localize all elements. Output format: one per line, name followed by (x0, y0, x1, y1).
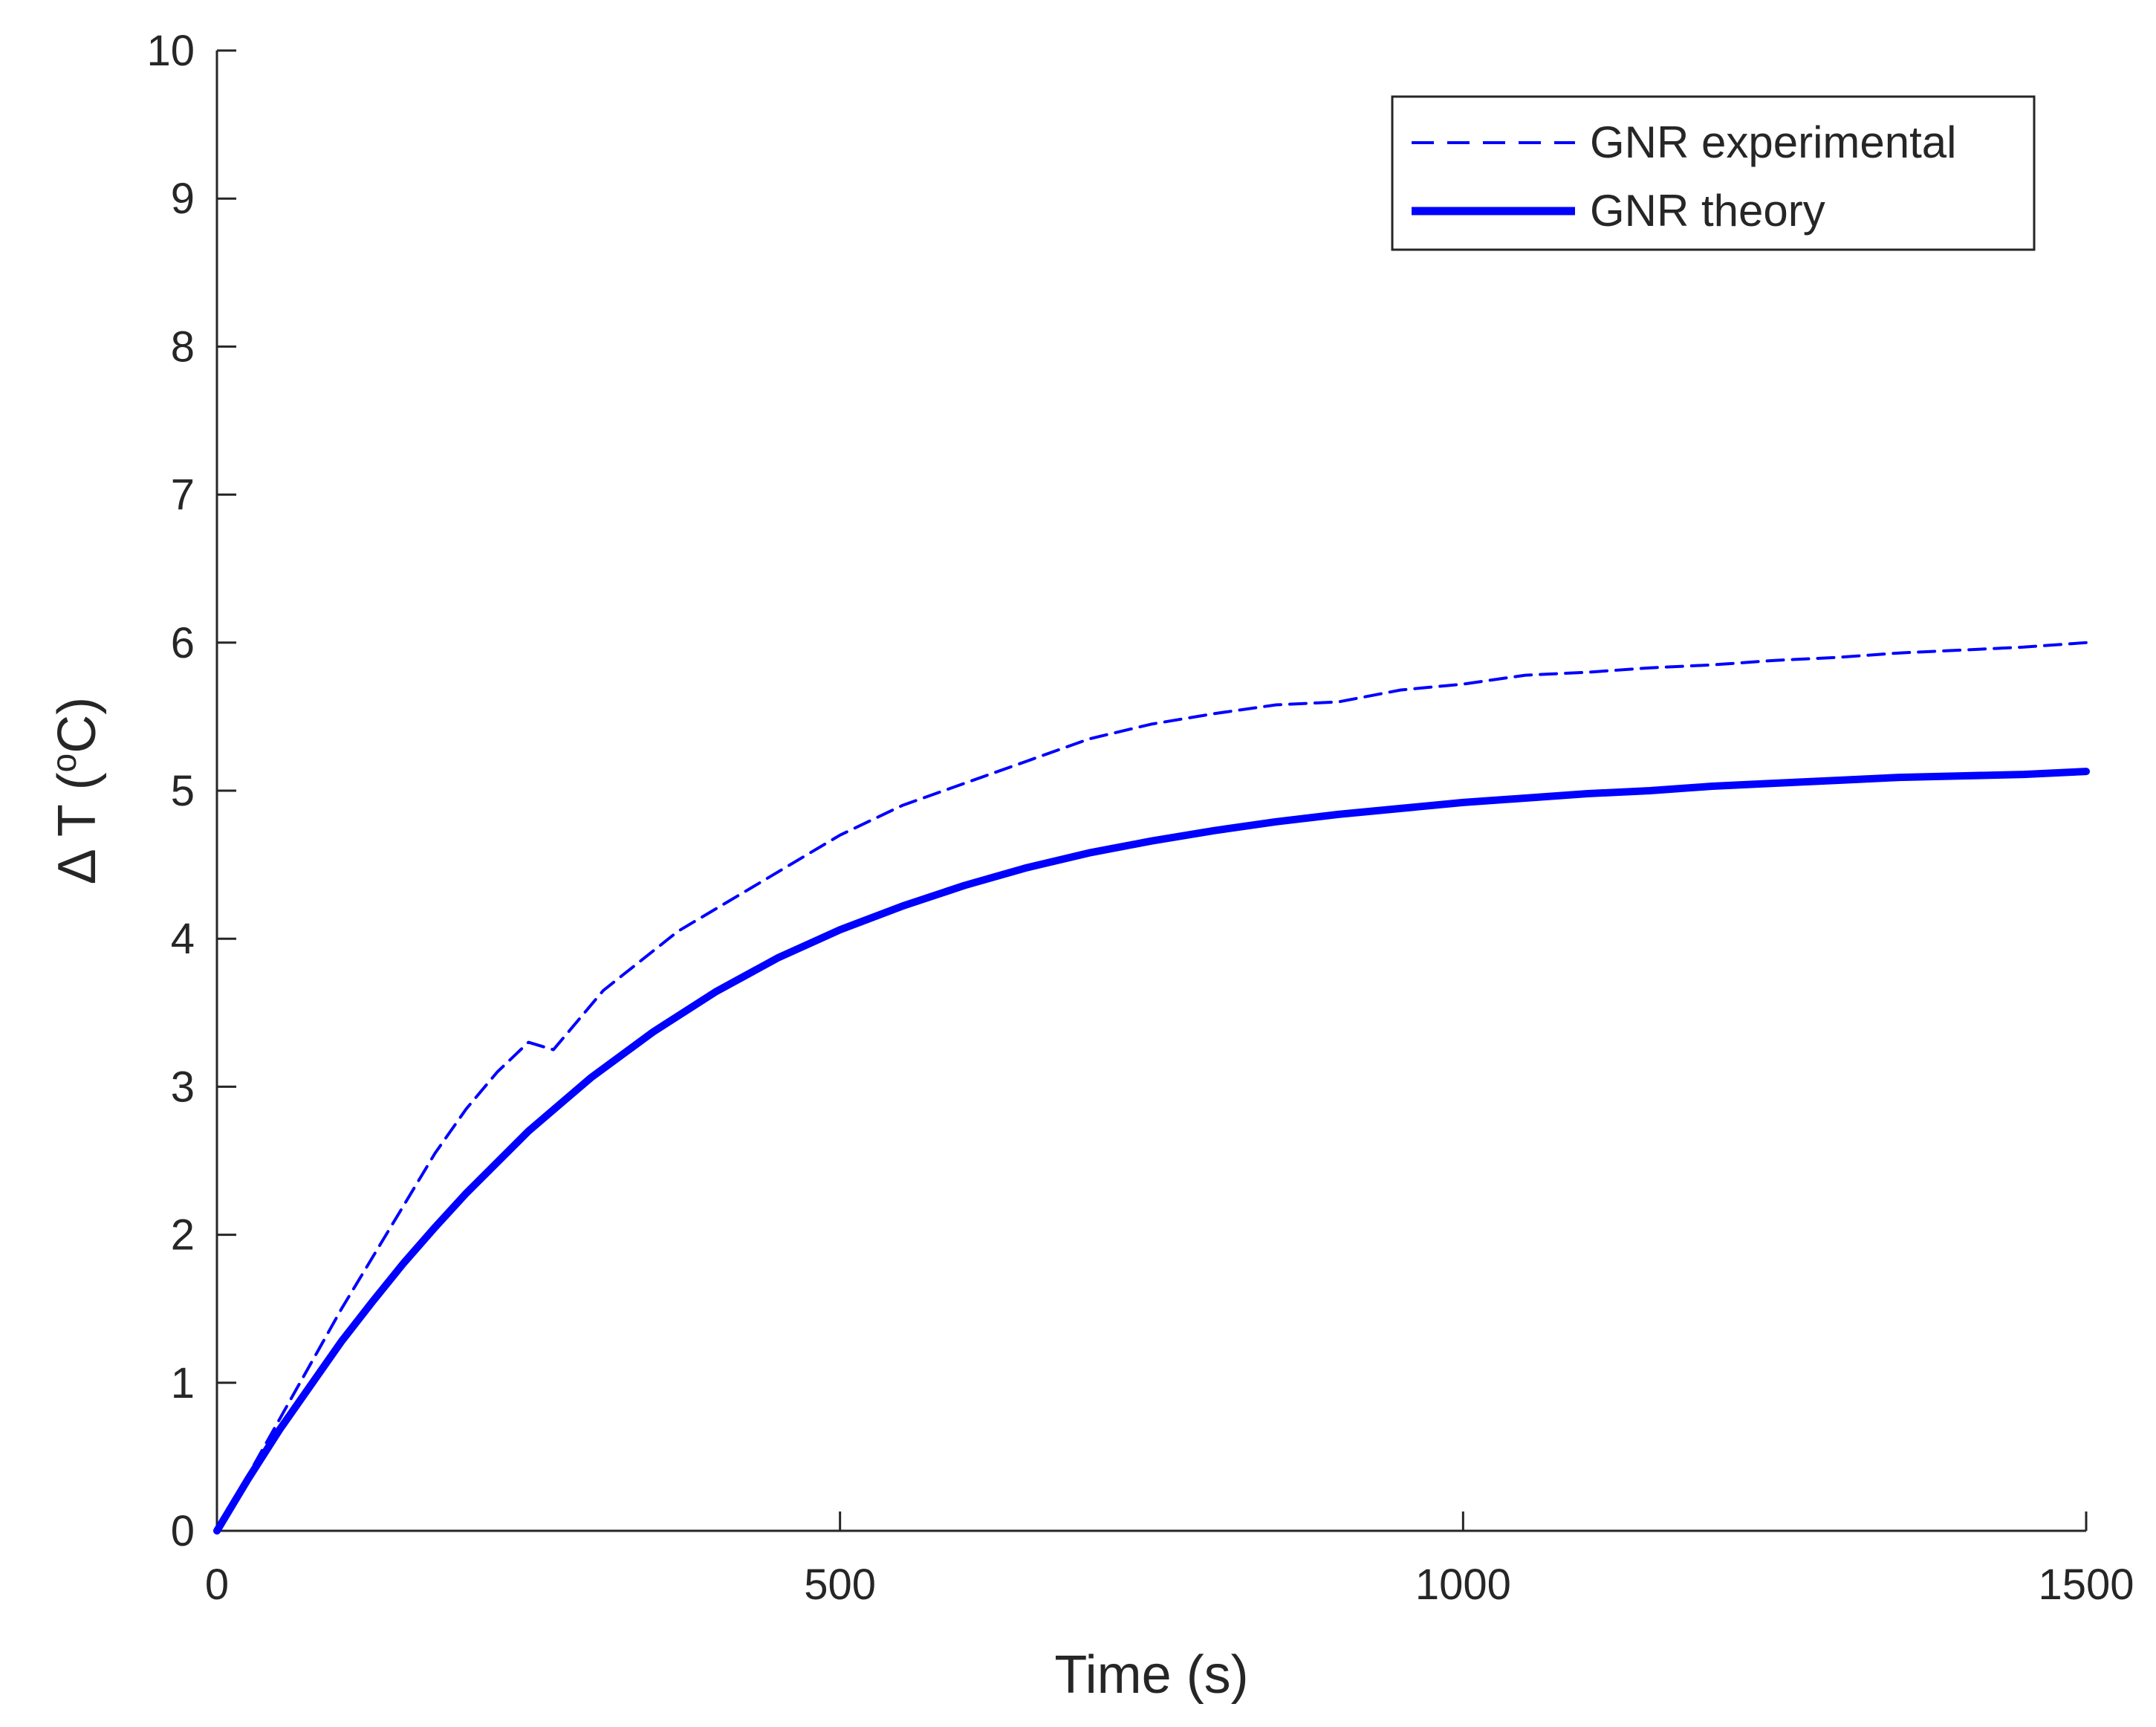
legend-label-theory: GNR theory (1590, 186, 1825, 236)
y-tick-label: 10 (146, 27, 195, 75)
x-tick-label: 500 (804, 1561, 876, 1609)
y-tick-label: 2 (171, 1211, 195, 1260)
x-tick-label: 1000 (1415, 1561, 1511, 1609)
y-axis-label-sup: o (45, 754, 83, 773)
y-tick-label: 5 (171, 767, 195, 815)
y-tick-label: 4 (171, 915, 195, 963)
y-tick-label: 6 (171, 619, 195, 667)
y-tick-label: 9 (171, 175, 195, 223)
y-ticks: 0 1 2 3 4 5 6 7 8 9 10 (146, 27, 236, 1555)
x-axis-label: Time (s) (1054, 1645, 1248, 1705)
y-axis-label: Δ T (oC) (45, 697, 107, 884)
legend-label-experimental: GNR experimental (1590, 117, 1957, 167)
y-axis-label-end: C) (48, 697, 107, 754)
series-line-theory (213, 768, 2090, 1535)
legend: GNR experimental GNR theory (1391, 95, 2036, 251)
x-tick-label: 1500 (2038, 1561, 2134, 1609)
y-tick-label: 0 (171, 1507, 195, 1555)
x-tick-label: 0 (205, 1561, 229, 1609)
series-layer (213, 641, 2090, 1535)
y-tick-label: 1 (171, 1359, 195, 1407)
y-tick-label: 7 (171, 471, 195, 519)
y-axis-label-main: Δ T ( (48, 772, 107, 884)
legend-box (1391, 95, 2036, 251)
axes (215, 51, 2086, 1532)
y-tick-label: 8 (171, 323, 195, 371)
y-tick-label: 3 (171, 1063, 195, 1111)
series-line-experimental (215, 641, 2088, 1532)
x-ticks: 0 500 1000 1500 (205, 1511, 2134, 1609)
